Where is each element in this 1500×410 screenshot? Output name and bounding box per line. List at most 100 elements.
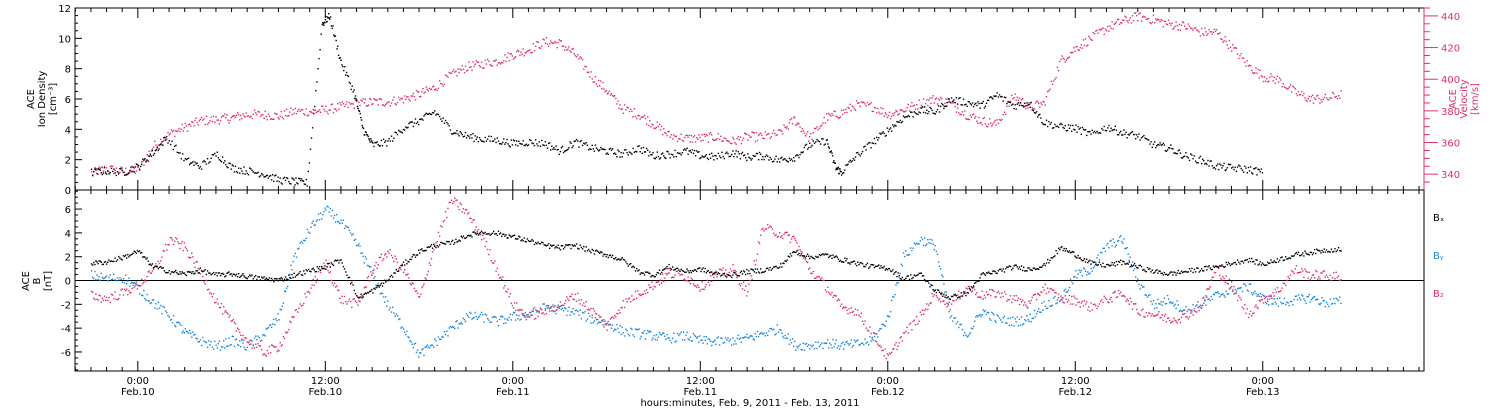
density-point [172,148,174,151]
bx-point [410,258,412,261]
velocity-point [245,112,247,114]
by-point [996,314,998,316]
density-point [162,144,164,146]
by-point [1150,300,1152,303]
density-point [784,158,786,160]
velocity-point [533,50,536,52]
density-point [653,157,655,159]
density-point [1056,125,1059,127]
bx-point [234,275,237,277]
bz-point [1300,271,1302,273]
by-point [1319,303,1321,306]
bz-point [688,280,690,283]
by-point [1090,267,1092,270]
velocity-point [891,115,893,117]
velocity-point [703,133,705,135]
density-point [877,139,879,141]
density-axis-title-line: Ion Density [37,71,48,128]
bz-point [1014,299,1016,301]
bz-point [1142,308,1144,310]
velocity-point [918,99,920,101]
bx-point [274,278,276,280]
density-point [503,138,505,140]
by-point [1105,244,1108,246]
velocity-point [558,39,560,41]
velocity-point [429,88,432,91]
bz-point [731,270,733,272]
density-point [450,133,453,135]
bx-point [470,234,472,237]
velocity-point [904,111,906,113]
by-point [655,334,657,336]
density-point [1076,131,1078,133]
by-point [1067,289,1070,292]
by-point [706,343,709,345]
bz-point [620,307,622,309]
bx-point [392,276,394,278]
bz-point [1105,298,1108,300]
bz-point [653,285,655,287]
density-point [1053,127,1055,129]
velocity-point [1026,104,1028,107]
by-point [1202,304,1204,306]
velocity-point [491,65,494,67]
by-point [1143,286,1145,288]
velocity-point [1029,103,1031,105]
bz-point [865,327,867,329]
velocity-point [172,129,175,132]
bx-point [191,272,193,275]
bx-point [495,232,497,235]
bz-point [230,320,232,322]
by-point [1163,297,1166,299]
density-point [1232,166,1234,168]
bz-point [579,303,581,305]
velocity-point [809,135,811,138]
density-point [969,103,972,105]
velocity-point [233,115,236,117]
bz-point [824,289,827,291]
bz-point [531,310,533,312]
by-point [478,315,481,318]
by-point [150,302,153,304]
bx-point [356,295,358,297]
bz-point [995,296,997,298]
bz-point [1252,312,1254,315]
bz-point [673,276,675,278]
velocity-point [266,119,268,121]
bz-point [377,264,379,266]
bz-point [707,281,710,283]
by-point [667,337,669,339]
by-point [843,348,845,350]
field-axis-title: ACEB[nT] [21,271,54,291]
by-point [946,302,948,304]
density-point [411,121,413,123]
by-point [348,229,351,231]
bx-point [516,238,518,240]
by-point [805,342,808,345]
bz-point [1251,315,1253,317]
density-point [838,172,840,175]
bz-point [1240,299,1242,301]
density-point [774,158,776,160]
bz-point [1291,270,1293,272]
bz-point [1140,309,1143,312]
bz-point [1127,300,1129,302]
bz-point [743,289,746,291]
velocity-point [517,49,519,51]
velocity-point [268,115,271,117]
bx-point [112,260,114,263]
density-point [908,115,911,118]
density-point [742,154,745,157]
velocity-point [342,103,345,105]
bz-point [1068,294,1071,297]
velocity-point [113,172,115,175]
bz-point [575,300,578,302]
velocity-point [639,118,641,120]
density-point [1075,124,1077,126]
bz-point [416,292,419,294]
by-point [358,243,360,245]
bz-point [306,291,309,293]
velocity-point [412,92,414,95]
density-point [663,155,665,157]
